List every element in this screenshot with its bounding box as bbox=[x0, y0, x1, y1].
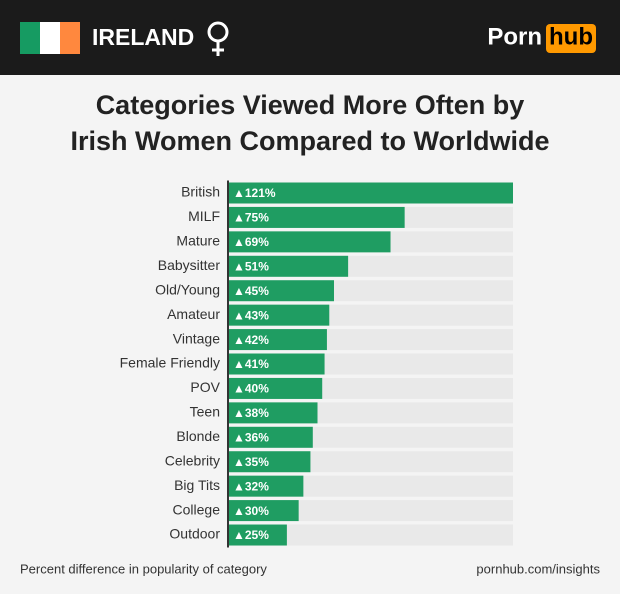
category-label: Amateur bbox=[167, 306, 220, 322]
logo-right: hub bbox=[549, 23, 593, 50]
category-label: Blonde bbox=[176, 428, 220, 444]
value-label: ▲42% bbox=[233, 333, 269, 347]
bar bbox=[228, 304, 330, 326]
value-label: ▲121% bbox=[233, 186, 276, 200]
value-label: ▲43% bbox=[233, 308, 269, 322]
value-label: ▲32% bbox=[233, 479, 269, 493]
bar bbox=[228, 377, 323, 399]
country: IRELAND bbox=[92, 24, 194, 50]
bar bbox=[228, 280, 334, 302]
header-bar bbox=[0, 0, 620, 75]
bar bbox=[228, 524, 287, 546]
bar-track bbox=[228, 500, 513, 522]
category-label: Vintage bbox=[173, 330, 220, 346]
bar bbox=[228, 451, 311, 473]
value-label: ▲38% bbox=[233, 406, 269, 420]
logo-box bbox=[546, 24, 596, 53]
category-label: POV bbox=[190, 379, 220, 395]
value-label: ▲75% bbox=[233, 211, 269, 225]
flag-white bbox=[40, 22, 60, 54]
chart-title: Irish Women Compared to Worldwide bbox=[70, 126, 549, 156]
flag-green bbox=[20, 22, 40, 54]
value-label: ▲30% bbox=[233, 504, 269, 518]
value-label: ▲51% bbox=[233, 259, 269, 273]
category-label: College bbox=[173, 501, 221, 517]
category-label: Mature bbox=[176, 233, 220, 249]
bar bbox=[228, 402, 318, 424]
bar bbox=[228, 426, 313, 448]
footnote: Percent difference in popularity of cate… bbox=[20, 561, 267, 576]
logo-left: Porn bbox=[487, 23, 542, 50]
category-label: Babysitter bbox=[158, 257, 221, 273]
value-label: ▲36% bbox=[233, 430, 269, 444]
female-icon bbox=[207, 21, 229, 56]
flag-orange bbox=[60, 22, 80, 54]
bar bbox=[228, 206, 405, 228]
value-label: ▲45% bbox=[233, 284, 269, 298]
bar-track bbox=[228, 524, 513, 546]
bar bbox=[228, 231, 391, 253]
value-label: ▲40% bbox=[233, 382, 269, 396]
bar bbox=[228, 475, 304, 497]
value-label: ▲35% bbox=[233, 455, 269, 469]
value-label: ▲69% bbox=[233, 235, 269, 249]
value-label: ▲25% bbox=[233, 528, 269, 542]
category-label: Teen bbox=[190, 404, 220, 420]
bar bbox=[228, 353, 325, 375]
category-label: Outdoor bbox=[169, 526, 220, 542]
category-label: MILF bbox=[188, 208, 220, 224]
category-label: Big Tits bbox=[174, 477, 220, 493]
bar bbox=[228, 500, 299, 522]
bar bbox=[228, 329, 327, 351]
source: pornhub.com/insights bbox=[476, 561, 600, 576]
value-label: ▲41% bbox=[233, 357, 269, 371]
bar bbox=[228, 182, 513, 204]
category-label: Female Friendly bbox=[120, 355, 220, 371]
bar bbox=[228, 255, 349, 277]
category-label: Old/Young bbox=[155, 281, 220, 297]
chart-title: Categories Viewed More Often by bbox=[96, 90, 525, 120]
category-label: Celebrity bbox=[165, 452, 220, 468]
category-label: British bbox=[181, 184, 220, 200]
